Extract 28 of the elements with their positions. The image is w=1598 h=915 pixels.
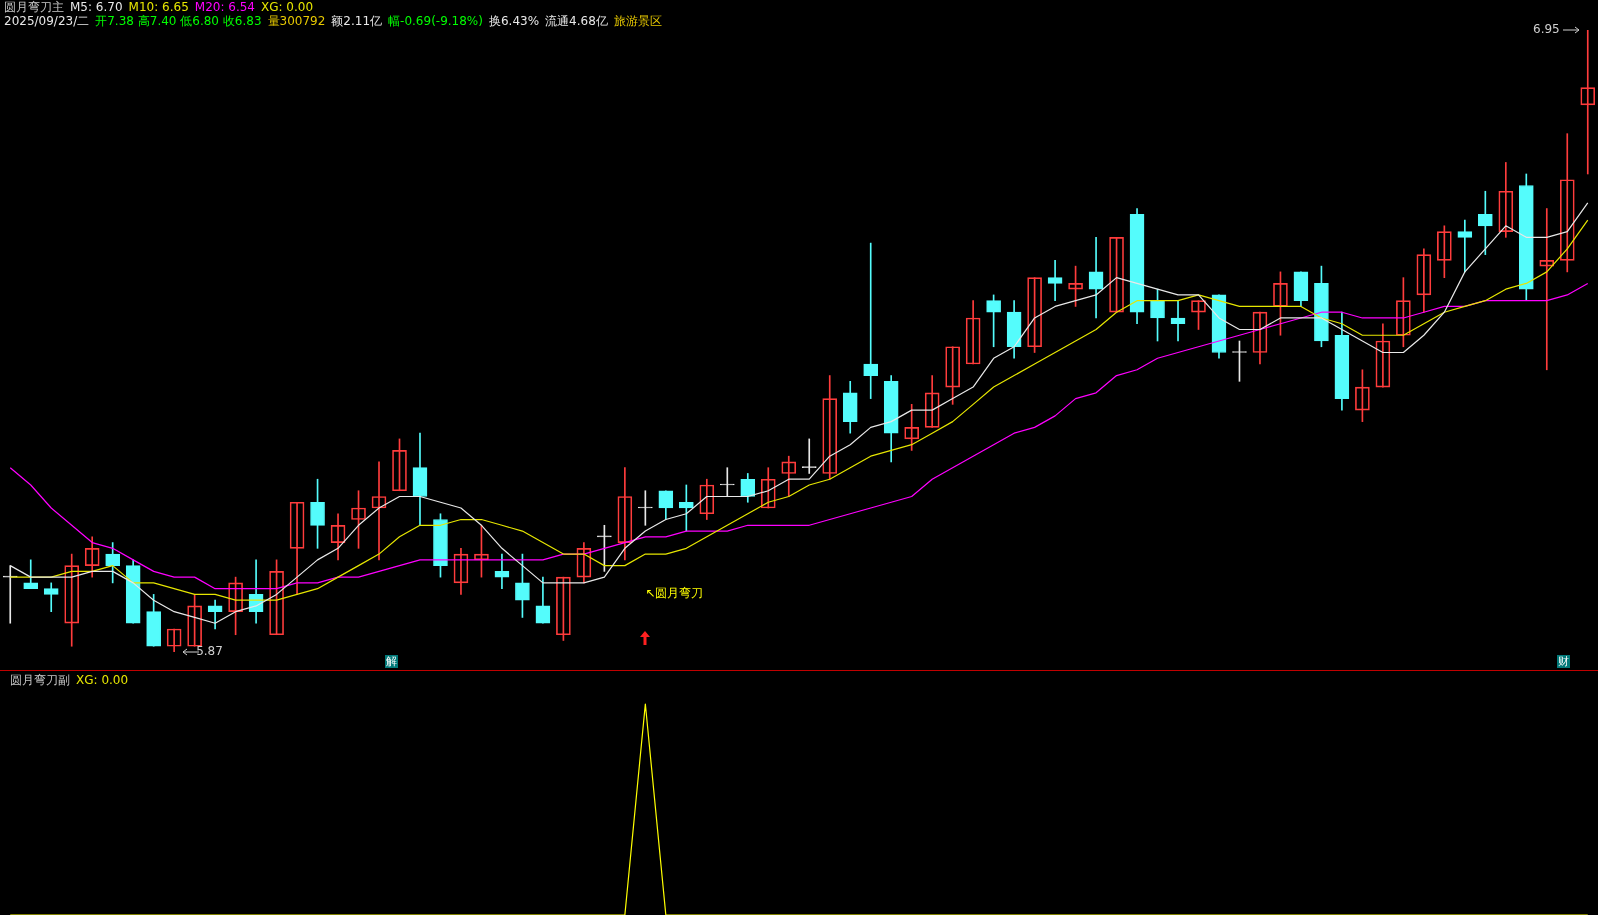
text: 财 [1557,655,1571,668]
annotation: ↖圆月弯刀 [645,586,704,601]
annotation: 5.87 [196,644,223,659]
text: 解 [384,655,398,668]
text: 开7.38 高7.40 低6.80 收6.83 [95,14,262,28]
text: 额2.11亿 [331,14,383,28]
annotation: 6.95 [1533,22,1560,37]
candlestick [1457,219,1473,273]
candlestick [801,438,817,474]
text: 圆月弯刀主 [4,0,64,14]
text: 换6.43% [488,14,540,28]
candlestick [43,582,59,613]
text: 量300792 [267,14,326,28]
text: M10: 6.65 [128,0,189,14]
text: 流通4.68亿 [545,14,608,28]
candlestick [863,242,879,399]
text: 旅游景区 [613,14,662,28]
text: M20: 6.54 [194,0,255,14]
text: M5: 6.70 [70,0,123,14]
text: XG: 0.00 [76,673,129,687]
candlestick [678,484,694,532]
text: XG: 0.00 [260,0,314,14]
candlestick [1047,260,1063,302]
text: 圆月弯刀副 [10,673,70,687]
candlestick [1477,190,1493,255]
candlestick [719,467,735,497]
text: 2025/09/23/二 [4,14,90,28]
text: 幅-0.69(-9.18%) [388,14,483,28]
